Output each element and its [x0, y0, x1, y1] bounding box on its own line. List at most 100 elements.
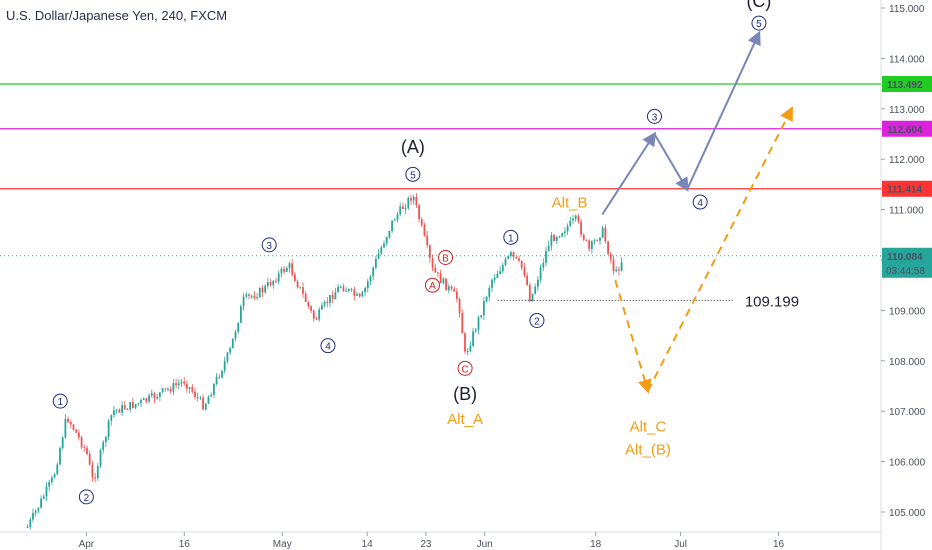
candle-body: [153, 393, 156, 399]
candle-body: [237, 322, 240, 332]
candle-body: [113, 410, 115, 415]
candle-body: [156, 396, 159, 399]
candle-body: [331, 294, 334, 300]
candle-body: [88, 453, 91, 465]
candle-body: [212, 383, 215, 395]
current-price-label: 110.084: [887, 252, 923, 263]
wave-label-circle: [692, 194, 708, 210]
candle-body: [64, 418, 67, 438]
wave-label-circle: [751, 15, 767, 31]
candle-body: [283, 268, 285, 272]
candle-body: [374, 258, 377, 268]
level-tag-label: 111.414: [887, 185, 922, 196]
candle-body: [607, 241, 609, 254]
candle-body: [553, 235, 555, 242]
candle-body: [266, 282, 269, 286]
candle-body: [515, 256, 518, 259]
candle-body: [296, 281, 299, 288]
alt-projection-arrow: [614, 279, 652, 394]
candle-body: [377, 253, 380, 259]
candle-body: [604, 227, 607, 242]
candle-body: [555, 237, 558, 242]
candle-body: [590, 241, 593, 249]
candle-body: [185, 383, 188, 389]
wave-label-circle: [52, 393, 68, 409]
candle-body: [226, 352, 229, 362]
candle-body: [77, 432, 80, 438]
candle-body: [234, 331, 237, 339]
candle-body: [574, 215, 577, 219]
candle-body: [312, 310, 315, 319]
candle-body: [342, 286, 345, 292]
candle-body: [264, 285, 267, 293]
candle-body: [407, 197, 410, 209]
candle-body: [518, 258, 520, 261]
candle-body: [385, 236, 388, 244]
candle-body: [563, 231, 566, 234]
candle-body: [194, 391, 196, 397]
y-tick-label: 108.000: [889, 357, 926, 368]
wave-label: 3: [266, 241, 272, 252]
candle-body: [318, 309, 321, 320]
candle-body: [323, 301, 326, 306]
candle-body: [72, 424, 75, 430]
candle-body: [455, 291, 458, 299]
candle-body: [164, 388, 167, 390]
candle-body: [412, 196, 415, 201]
candle-body: [91, 464, 94, 478]
candle-body: [59, 448, 61, 465]
candle-body: [269, 282, 272, 286]
wave-label-circle: [438, 249, 454, 265]
candle-body: [399, 206, 402, 215]
wave-label: 2: [534, 316, 540, 327]
wave-label-circle: [503, 229, 519, 245]
wave-label: (C): [746, 0, 771, 11]
level-tag: [882, 76, 932, 93]
wave-label-circle: [457, 360, 473, 376]
candle-body: [609, 253, 612, 260]
x-tick-label: 18: [590, 539, 602, 550]
candle-body: [593, 240, 596, 242]
candle-body: [110, 414, 113, 421]
candle-body: [221, 370, 223, 378]
x-tick-label: 23: [420, 539, 432, 550]
wave-label-circle: [405, 166, 421, 182]
candle-body: [493, 277, 496, 280]
candle-body: [177, 383, 180, 386]
wave-label: 3: [652, 112, 658, 123]
candle-body: [245, 294, 248, 297]
candle-body: [469, 345, 472, 352]
candle-body: [329, 294, 331, 303]
candle-body: [199, 397, 202, 399]
wave-label-circle: [320, 338, 336, 354]
candle-body: [175, 383, 177, 386]
candle-body: [291, 263, 294, 275]
candle-body: [115, 409, 118, 411]
wave-label-circle: [529, 312, 545, 328]
candle-body: [134, 404, 137, 408]
y-tick-label: 105.000: [889, 508, 926, 519]
candle-body: [520, 260, 523, 268]
candle-body: [437, 272, 439, 274]
level-tag-label: 113.492: [887, 80, 923, 91]
candle-body: [191, 387, 194, 392]
projection-arrow: [686, 30, 761, 190]
candle-body: [391, 220, 393, 231]
y-tick-label: 114.000: [889, 54, 925, 65]
candle-body: [545, 251, 547, 263]
candle-body: [180, 381, 183, 384]
candle-body: [358, 293, 361, 297]
candle-body: [131, 401, 134, 408]
candle-body: [496, 273, 499, 278]
candle-body: [167, 388, 169, 390]
alt-projection-arrow: [647, 106, 793, 392]
wave-label: (B): [453, 384, 477, 404]
wave-label: 4: [697, 198, 703, 209]
candle-body: [499, 271, 501, 274]
candle-body: [293, 274, 296, 282]
wave-label: 5: [410, 170, 416, 181]
candle-body: [32, 512, 34, 520]
candle-body: [334, 292, 337, 300]
current-price-tag: [882, 247, 932, 278]
